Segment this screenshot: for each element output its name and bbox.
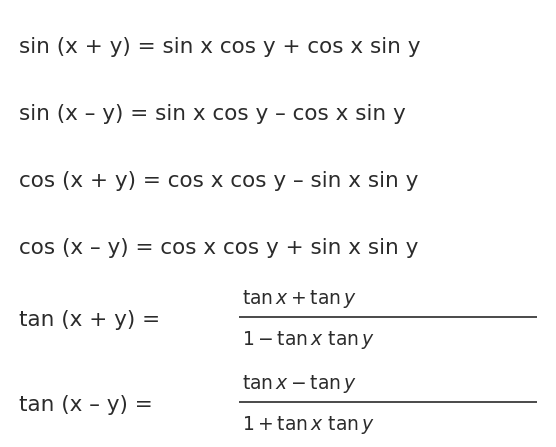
Text: tan (x – y) =: tan (x – y) = [19,395,160,414]
Text: $\mathrm{tan}\,x - \mathrm{tan}\,y$: $\mathrm{tan}\,x - \mathrm{tan}\,y$ [242,373,357,396]
Text: $1 - \mathrm{tan}\,x\ \mathrm{tan}\,y$: $1 - \mathrm{tan}\,x\ \mathrm{tan}\,y$ [242,329,375,351]
Text: cos (x – y) = cos x cos y + sin x sin y: cos (x – y) = cos x cos y + sin x sin y [19,238,419,258]
Text: cos (x + y) = cos x cos y – sin x sin y: cos (x + y) = cos x cos y – sin x sin y [19,171,419,191]
Text: tan (x + y) =: tan (x + y) = [19,310,167,329]
Text: $1+ \mathrm{tan}\,x\ \mathrm{tan}\,y$: $1+ \mathrm{tan}\,x\ \mathrm{tan}\,y$ [242,413,375,436]
Text: sin (x – y) = sin x cos y – cos x sin y: sin (x – y) = sin x cos y – cos x sin y [19,104,406,124]
Text: sin (x + y) = sin x cos y + cos x sin y: sin (x + y) = sin x cos y + cos x sin y [19,37,421,57]
Text: $\mathrm{tan}\,x + \mathrm{tan}\,y$: $\mathrm{tan}\,x + \mathrm{tan}\,y$ [242,288,357,311]
